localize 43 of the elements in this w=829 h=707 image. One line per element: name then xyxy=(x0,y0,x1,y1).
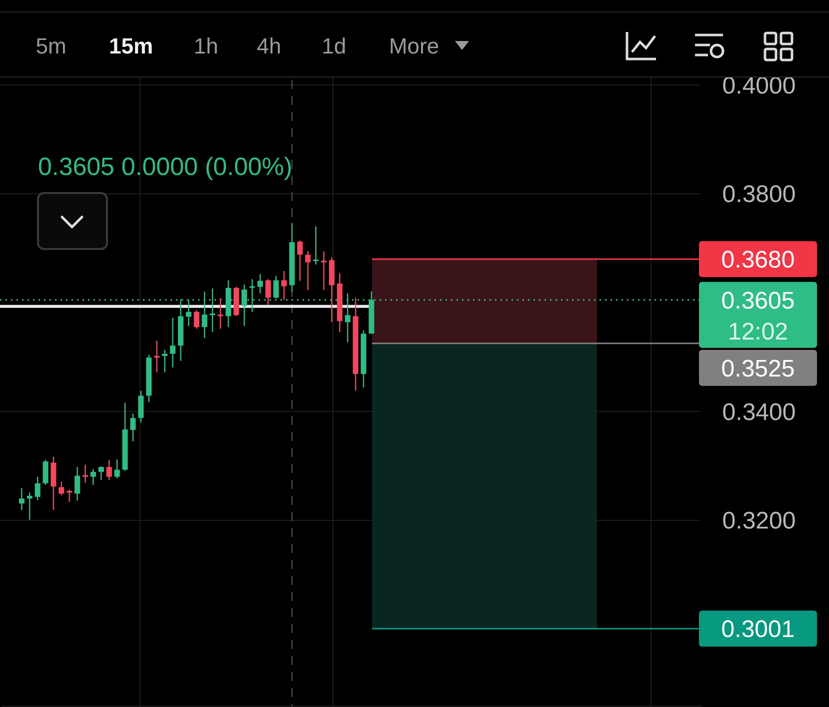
candlestick xyxy=(218,298,224,330)
candlestick xyxy=(154,340,160,373)
text: 12:02 xyxy=(728,318,788,346)
ref-line-label: 0.3525 xyxy=(721,355,795,382)
text: More xyxy=(388,34,440,59)
candlestick xyxy=(138,390,144,423)
candlestick xyxy=(98,466,104,481)
candlestick xyxy=(281,270,287,300)
candlestick xyxy=(114,458,120,480)
y-tick-label: 0.3800 xyxy=(722,181,796,208)
text: 1d xyxy=(322,34,346,59)
candlestick xyxy=(26,492,32,520)
candlestick xyxy=(170,317,176,368)
candlestick xyxy=(18,488,24,511)
ref-line-label: 0.3605 xyxy=(721,287,795,314)
candlestick xyxy=(130,413,136,442)
candlestick xyxy=(82,464,88,484)
text: 0.3605 0.0000 (0.00%) xyxy=(38,152,292,181)
candlestick xyxy=(34,476,40,501)
candlestick xyxy=(313,226,319,266)
candlestick xyxy=(66,489,72,502)
candlestick xyxy=(50,456,56,511)
candlestick xyxy=(58,481,64,496)
candlestick xyxy=(297,240,303,282)
candlestick xyxy=(162,349,168,373)
ref-line-label: 0.3001 xyxy=(721,616,795,644)
candlestick xyxy=(321,250,327,291)
text: 1h xyxy=(194,34,218,59)
text: 15m xyxy=(108,34,154,59)
candlestick xyxy=(265,278,271,306)
candlestick xyxy=(74,466,80,502)
y-tick-label: 0.3400 xyxy=(722,398,796,426)
y-tick-label: 0.3200 xyxy=(722,508,796,535)
y-tick-label: 0.4000 xyxy=(722,72,796,100)
candlestick xyxy=(90,468,96,486)
candlestick xyxy=(194,310,200,330)
candlestick xyxy=(42,459,48,486)
candlestick xyxy=(106,459,112,481)
text: 4h xyxy=(256,34,282,59)
candlestick xyxy=(257,274,263,294)
text: 5m xyxy=(36,34,66,59)
candlestick xyxy=(305,250,311,291)
ref-line-label: 0.3680 xyxy=(721,246,795,274)
